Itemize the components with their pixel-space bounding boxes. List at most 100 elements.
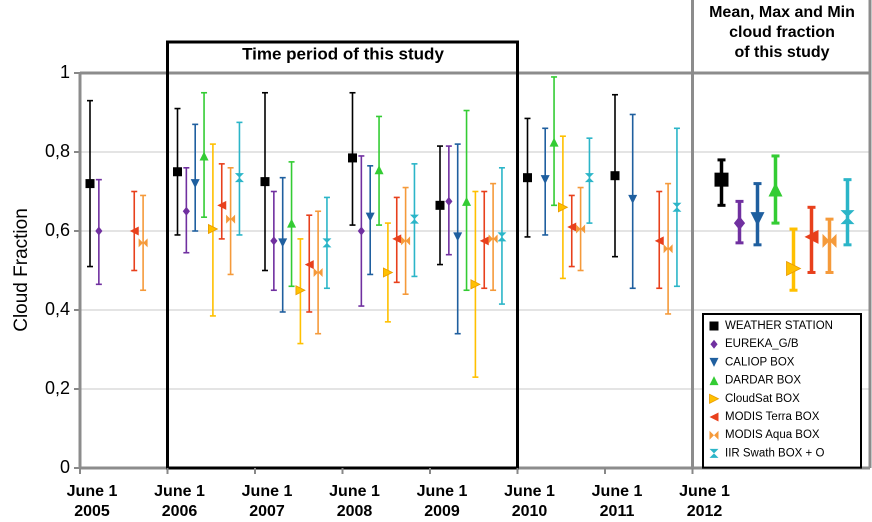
summary-title: of this study: [734, 44, 829, 61]
data-point: [488, 234, 498, 244]
data-point: [409, 214, 419, 224]
x-tick-label: 2005: [74, 503, 110, 520]
data-point: [435, 200, 445, 210]
data-point: [138, 238, 148, 248]
x-tick-label: 2009: [424, 503, 460, 520]
y-tick-label: 0,8: [45, 141, 70, 161]
data-point: [85, 179, 95, 189]
data-point: [663, 244, 673, 254]
data-point: [278, 238, 288, 248]
x-tick-label: June 1: [329, 483, 380, 500]
y-axis-label: Cloud Fraction: [11, 208, 32, 332]
x-tick-label: June 1: [504, 483, 555, 500]
data-point: [462, 196, 472, 206]
data-point: [226, 214, 236, 224]
x-tick-label: June 1: [154, 483, 205, 500]
data-point: [348, 153, 357, 163]
data-point: [558, 202, 569, 213]
data-point: [199, 151, 209, 161]
x-tick-label: 2007: [249, 503, 285, 520]
study-period-box: [166, 40, 519, 470]
data-point: [270, 236, 278, 246]
summary-title: cloud fraction: [729, 24, 835, 41]
legend-marker: [709, 321, 719, 331]
x-tick-label: June 1: [679, 483, 730, 500]
legend-marker: [709, 448, 719, 458]
data-point: [95, 226, 103, 236]
data-point: [567, 222, 577, 232]
legend-label: WEATHER STATION: [725, 320, 833, 332]
x-tick-label: 2011: [600, 503, 635, 520]
data-point: [576, 224, 586, 234]
data-point: [453, 232, 463, 242]
legend-label: CloudSat BOX: [725, 393, 800, 405]
data-point: [182, 206, 190, 216]
x-tick-label: June 1: [417, 483, 468, 500]
x-tick-label: June 1: [592, 483, 643, 500]
x-tick-label: June 1: [67, 483, 118, 500]
data-point: [190, 179, 200, 189]
legend-label: MODIS Aqua BOX: [725, 429, 820, 441]
data-point: [217, 200, 227, 210]
data-point: [523, 173, 532, 183]
data-point: [549, 137, 559, 147]
legend-label: CALIOP BOX: [725, 356, 795, 368]
data-point: [287, 218, 297, 228]
data-point: [260, 177, 270, 187]
data-point: [479, 236, 489, 246]
data-point: [374, 165, 384, 175]
summary-mean: [840, 210, 855, 225]
legend-marker: [709, 357, 719, 367]
summary-mean: [822, 233, 837, 248]
data-point: [304, 260, 314, 270]
data-point: [207, 223, 219, 235]
data-point: [628, 194, 638, 204]
data-point: [129, 226, 139, 236]
data-point: [322, 238, 332, 248]
x-tick-label: 2006: [162, 503, 198, 520]
data-point: [610, 171, 620, 181]
data-point: [357, 226, 365, 236]
legend-label: MODIS Terra BOX: [725, 411, 820, 423]
data-point: [382, 267, 394, 278]
data-point: [470, 279, 481, 290]
data-point: [295, 285, 306, 296]
x-tick-label: 2008: [337, 503, 373, 520]
y-tick-label: 1: [60, 62, 70, 82]
data-point: [234, 173, 244, 183]
legend-label: EUREKA_G/B: [725, 338, 799, 350]
summary-mean: [750, 212, 765, 227]
summary-mean: [733, 216, 746, 231]
data-point: [584, 173, 594, 183]
data-point: [365, 212, 375, 222]
legend-box: [702, 313, 862, 469]
summary-mean: [768, 182, 783, 197]
x-tick-label: June 1: [242, 483, 293, 500]
data-point: [401, 236, 411, 246]
chart-title: Time period of this study: [242, 44, 444, 63]
summary-title: Mean, Max and Min: [709, 4, 855, 21]
legend-marker: [710, 339, 718, 349]
legend-label: DARDAR BOX: [725, 375, 801, 387]
legend-marker: [709, 393, 720, 404]
y-tick-label: 0: [60, 457, 70, 477]
legend-marker: [709, 412, 719, 422]
data-point: [540, 175, 550, 185]
data-point: [392, 234, 402, 244]
data-point: [445, 196, 453, 206]
summary-mean: [804, 229, 819, 244]
legend-label: IIR Swath BOX + O: [725, 447, 824, 459]
y-tick-label: 0,4: [45, 299, 70, 319]
data-point: [672, 202, 682, 212]
data-point: [313, 267, 323, 277]
legend-marker: [709, 376, 719, 386]
legend-marker: [709, 430, 719, 440]
y-tick-label: 0,6: [45, 220, 70, 240]
x-tick-label: 2012: [687, 503, 723, 520]
y-tick-label: 0,2: [45, 378, 70, 398]
data-point: [497, 232, 507, 242]
data-point: [654, 236, 664, 246]
data-point: [173, 167, 182, 177]
x-tick-label: 2010: [512, 503, 548, 520]
